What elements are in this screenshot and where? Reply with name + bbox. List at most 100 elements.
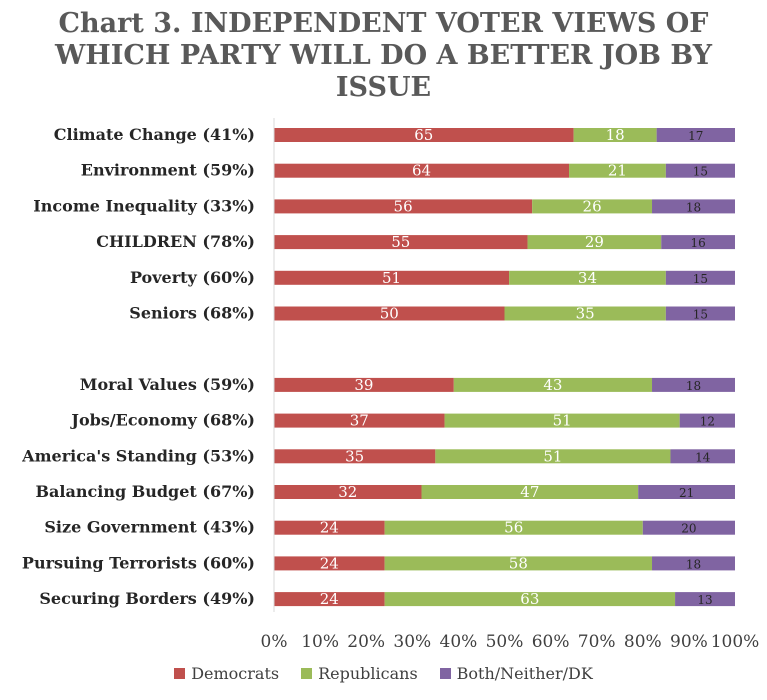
x-tick-label-70: 70% bbox=[578, 632, 616, 652]
bar-segment-democrats-balancing-budget-67 bbox=[274, 485, 422, 499]
chart-title-line-2: WHICH PARTY WILL DO A BETTER JOB BY bbox=[54, 40, 713, 71]
data-label-both-neither-dk-balancing-budget-67: 21 bbox=[679, 486, 694, 500]
data-label-both-neither-dk-climate-change-41: 17 bbox=[688, 129, 703, 143]
chart-title: Chart 3. INDEPENDENT VOTER VIEWS OF WHIC… bbox=[0, 8, 767, 104]
data-label-democrats-poverty-60: 51 bbox=[382, 269, 401, 287]
bar-segment-republicans-jobs-economy-68 bbox=[444, 413, 680, 428]
data-label-both-neither-dk-income-inequality-33: 18 bbox=[686, 200, 701, 214]
x-tick-label-80: 80% bbox=[624, 632, 662, 652]
data-label-republicans-poverty-60: 34 bbox=[578, 269, 597, 287]
x-tick-label-0: 0% bbox=[261, 632, 288, 652]
data-label-democrats-moral-values-59: 39 bbox=[354, 376, 373, 394]
legend-label-democrats: Democrats bbox=[191, 664, 280, 683]
data-label-both-neither-dk-environment-59: 15 bbox=[693, 165, 708, 179]
bar-segment-both-neither-dk-environment-59 bbox=[665, 163, 735, 178]
category-label-size-government-43: Size Government (43%) bbox=[44, 518, 255, 537]
bar-segment-republicans-moral-values-59 bbox=[453, 377, 653, 392]
data-label-democrats-income-inequality-33: 56 bbox=[394, 197, 413, 215]
data-label-republicans-income-inequality-33: 26 bbox=[583, 197, 602, 215]
category-label-income-inequality-33: Income Inequality (33%) bbox=[33, 196, 255, 215]
bar-segment-both-neither-dk-moral-values-59 bbox=[652, 377, 735, 392]
category-label-balancing-budget-67: Balancing Budget (67%) bbox=[36, 482, 255, 501]
bar-segment-both-neither-dk-america-s-standing-53 bbox=[670, 449, 735, 464]
category-label-america-s-standing-53: America's Standing (53%) bbox=[21, 446, 255, 465]
category-label-poverty-60: Poverty (60%) bbox=[130, 268, 255, 287]
x-tick-label-90: 90% bbox=[670, 632, 708, 652]
data-label-both-neither-dk-pursuing-terrorists-60: 18 bbox=[686, 557, 701, 571]
data-label-republicans-environment-59: 21 bbox=[608, 162, 627, 180]
bar-segment-both-neither-dk-climate-change-41 bbox=[656, 128, 735, 142]
data-label-democrats-seniors-68: 50 bbox=[380, 305, 399, 323]
bar-segment-democrats-pursuing-terrorists-60 bbox=[274, 556, 385, 571]
bar-segment-democrats-moral-values-59 bbox=[274, 377, 454, 392]
data-label-republicans-seniors-68: 35 bbox=[576, 305, 595, 323]
data-label-democrats-children-78: 55 bbox=[391, 233, 410, 251]
bar-segment-both-neither-dk-balancing-budget-67 bbox=[638, 485, 735, 499]
bar-segment-both-neither-dk-jobs-economy-68 bbox=[679, 413, 735, 428]
data-label-both-neither-dk-moral-values-59: 18 bbox=[686, 379, 701, 393]
bar-segment-both-neither-dk-pursuing-terrorists-60 bbox=[652, 556, 735, 571]
x-tick-label-50: 50% bbox=[486, 632, 524, 652]
bar-segment-republicans-america-s-standing-53 bbox=[435, 449, 671, 464]
category-label-securing-borders-49: Securing Borders (49%) bbox=[39, 589, 255, 608]
x-tick-label-30: 30% bbox=[393, 632, 431, 652]
x-tick-label-100: 100% bbox=[711, 632, 760, 652]
data-label-republicans-children-78: 29 bbox=[585, 233, 604, 251]
x-tick-label-10: 10% bbox=[301, 632, 339, 652]
data-label-democrats-pursuing-terrorists-60: 24 bbox=[320, 554, 339, 572]
data-label-republicans-jobs-economy-68: 51 bbox=[553, 412, 572, 430]
data-label-both-neither-dk-size-government-43: 20 bbox=[681, 522, 696, 536]
data-label-democrats-america-s-standing-53: 35 bbox=[345, 447, 364, 465]
data-label-both-neither-dk-seniors-68: 15 bbox=[693, 308, 708, 322]
bar-segment-democrats-size-government-43 bbox=[274, 520, 385, 535]
bar-segment-democrats-income-inequality-33 bbox=[274, 199, 533, 214]
x-tick-label-20: 20% bbox=[347, 632, 385, 652]
category-label-pursuing-terrorists-60: Pursuing Terrorists (60%) bbox=[22, 553, 255, 572]
bar-segment-republicans-children-78 bbox=[527, 235, 662, 250]
bar-segment-both-neither-dk-seniors-68 bbox=[665, 306, 735, 321]
data-label-democrats-climate-change-41: 65 bbox=[414, 126, 433, 144]
x-tick-label-40: 40% bbox=[440, 632, 478, 652]
category-label-jobs-economy-68: Jobs/Economy (68%) bbox=[69, 411, 255, 430]
bar-segment-democrats-children-78 bbox=[274, 235, 528, 250]
bar-segment-democrats-environment-59 bbox=[274, 163, 570, 178]
bar-segment-republicans-balancing-budget-67 bbox=[421, 485, 639, 499]
category-label-children-78: CHILDREN (78%) bbox=[96, 232, 255, 251]
chart-title-line-1: Chart 3. INDEPENDENT VOTER VIEWS OF bbox=[58, 8, 709, 39]
legend-label-republicans: Republicans bbox=[318, 664, 418, 683]
data-label-democrats-size-government-43: 24 bbox=[320, 519, 339, 537]
bar-segment-democrats-america-s-standing-53 bbox=[274, 449, 436, 464]
legend-item-democrats: Democrats bbox=[174, 664, 279, 683]
category-label-climate-change-41: Climate Change (41%) bbox=[54, 125, 255, 144]
bar-segment-both-neither-dk-securing-borders-49 bbox=[675, 592, 735, 607]
data-label-democrats-balancing-budget-67: 32 bbox=[338, 483, 357, 501]
data-label-republicans-size-government-43: 56 bbox=[504, 519, 523, 537]
chart-title-line-3: ISSUE bbox=[335, 72, 432, 103]
legend-item-both-neither-dk: Both/Neither/DK bbox=[439, 664, 593, 683]
bar-segment-both-neither-dk-poverty-60 bbox=[665, 270, 735, 285]
data-label-republicans-securing-borders-49: 63 bbox=[520, 590, 539, 608]
bar-segment-both-neither-dk-size-government-43 bbox=[642, 520, 735, 535]
data-label-democrats-securing-borders-49: 24 bbox=[320, 590, 339, 608]
legend-swatch-both-neither-dk bbox=[439, 668, 451, 679]
data-label-both-neither-dk-america-s-standing-53: 14 bbox=[695, 450, 711, 464]
x-tick-label-60: 60% bbox=[532, 632, 570, 652]
bar-segment-democrats-seniors-68 bbox=[274, 306, 505, 321]
bar-segment-republicans-seniors-68 bbox=[504, 306, 666, 321]
legend-label-both-neither-dk: Both/Neither/DK bbox=[456, 664, 593, 683]
data-label-both-neither-dk-securing-borders-49: 13 bbox=[697, 593, 712, 607]
bar-segment-republicans-securing-borders-49 bbox=[384, 592, 676, 607]
bar-segment-democrats-securing-borders-49 bbox=[274, 592, 385, 607]
category-label-seniors-68: Seniors (68%) bbox=[129, 304, 255, 323]
data-label-republicans-balancing-budget-67: 47 bbox=[520, 483, 539, 501]
bar-segment-republicans-poverty-60 bbox=[509, 270, 666, 285]
chart-legend: Democrats Republicans Both/Neither/DK bbox=[0, 664, 767, 683]
bar-segment-republicans-pursuing-terrorists-60 bbox=[384, 556, 653, 571]
bar-segment-republicans-climate-change-41 bbox=[573, 128, 657, 142]
data-label-both-neither-dk-children-78: 16 bbox=[690, 236, 705, 250]
data-label-both-neither-dk-poverty-60: 15 bbox=[693, 272, 708, 286]
data-label-republicans-pursuing-terrorists-60: 58 bbox=[509, 554, 528, 572]
data-label-democrats-jobs-economy-68: 37 bbox=[350, 412, 369, 430]
data-label-republicans-america-s-standing-53: 51 bbox=[543, 447, 562, 465]
